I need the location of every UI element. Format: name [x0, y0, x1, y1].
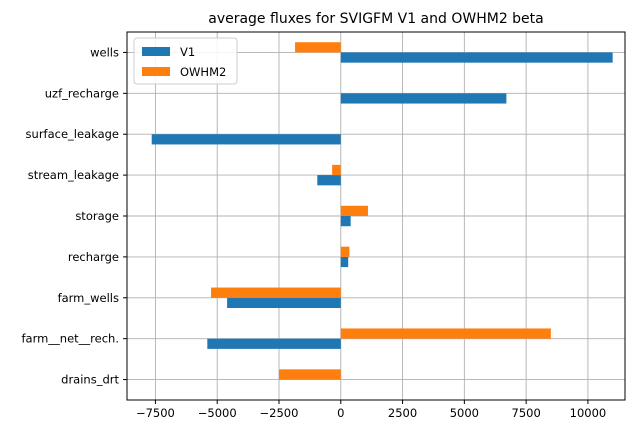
bar-v1-farm-net-rech- — [207, 338, 341, 349]
y-tick-label: wells — [90, 45, 119, 59]
y-tick-label: storage — [75, 209, 119, 223]
bar-v1-wells — [340, 52, 613, 63]
y-tick-label: farm__net__rech. — [21, 332, 119, 346]
legend-label-owhm2: OWHM2 — [180, 65, 226, 79]
bar-owhm2-stream-leakage — [332, 164, 341, 176]
bar-v1-recharge — [340, 256, 349, 268]
grid — [127, 32, 625, 400]
x-tick-label: 10000 — [570, 406, 607, 420]
bar-owhm2-farm-wells — [211, 287, 341, 298]
bar-v1-uzf-recharge — [340, 93, 507, 104]
bar-v1-storage — [340, 216, 351, 227]
legend: V1 OWHM2 — [133, 37, 238, 85]
bar-v1-farm-wells — [227, 297, 341, 308]
bar-owhm2-wells — [295, 42, 341, 53]
chart-title: average fluxes for SVIGFM V1 and OWHM2 b… — [208, 11, 544, 27]
y-tick-label: uzf_recharge — [45, 86, 119, 100]
y-tick-label: drains_drt — [61, 373, 119, 387]
bar-v1-stream-leakage — [317, 175, 341, 186]
y-tick-label: surface_leakage — [26, 127, 119, 141]
x-tick-label: −7500 — [136, 406, 175, 420]
x-tick-label: 0 — [337, 406, 344, 420]
bars — [151, 42, 613, 380]
legend-label-v1: V1 — [180, 45, 195, 59]
y-tick-label: stream_leakage — [28, 168, 119, 182]
bar-owhm2-storage — [340, 205, 368, 216]
x-tick-label: 7500 — [512, 406, 541, 420]
x-tick-label: 2500 — [388, 406, 417, 420]
bar-owhm2-farm-net-rech- — [340, 328, 551, 339]
bar-owhm2-recharge — [340, 246, 350, 257]
bar-owhm2-drains-drt — [278, 369, 341, 380]
legend-swatch-v1 — [142, 47, 170, 56]
y-tick-label: farm_wells — [58, 291, 119, 305]
bar-v1-surface-leakage — [151, 134, 341, 145]
legend-swatch-owhm2 — [142, 67, 170, 76]
x-tick-label: −2500 — [260, 406, 299, 420]
y-tick-label: recharge — [68, 250, 119, 264]
x-tick-label: −5000 — [198, 406, 237, 420]
axes: −7500 −5000 −2500 0 2500 5000 7500 10000 drains_… — [21, 31, 626, 420]
x-tick-label: 5000 — [450, 406, 479, 420]
